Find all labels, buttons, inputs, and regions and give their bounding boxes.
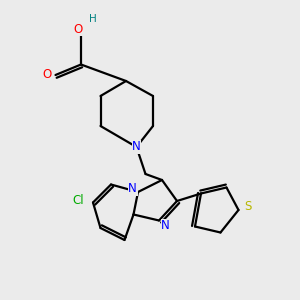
Text: O: O (74, 23, 82, 36)
Text: Cl: Cl (72, 194, 84, 207)
Text: N: N (132, 140, 141, 154)
Text: N: N (161, 219, 170, 232)
Text: S: S (244, 200, 251, 214)
Text: N: N (128, 182, 137, 196)
Text: H: H (88, 14, 96, 25)
Text: O: O (43, 68, 52, 82)
